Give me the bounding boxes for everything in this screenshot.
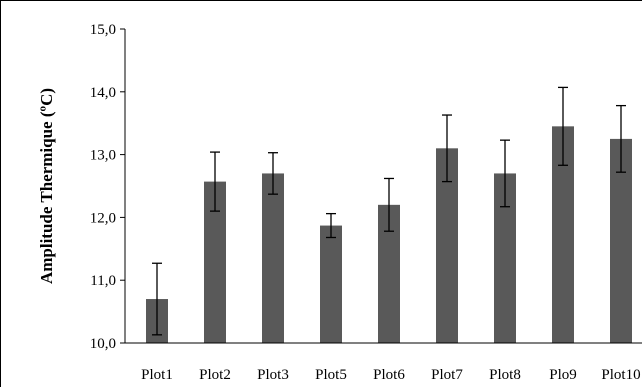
bar-plot10 [610,138,632,343]
bars-group [146,126,632,343]
x-tick-label: Plot1 [141,367,173,383]
x-tick-label: Plot2 [199,367,231,383]
x-tick-label: Plot7 [431,367,463,383]
x-tick-label: Plot3 [257,367,289,383]
y-tick-label: 10,0 [90,336,116,352]
x-tick-label: Plo9 [549,367,577,383]
bar-plot7 [436,148,458,343]
y-tick-group: 10,0 11,0 12,0 13,0 14,0 15,0 [90,22,125,352]
bar-plot3 [262,173,284,343]
bar-plot8 [494,173,516,343]
y-tick-label: 13,0 [90,148,116,164]
y-axis-title: Amplitude Thermique (ºC) [37,88,56,284]
y-tick-label: 15,0 [90,22,116,38]
bar-plot5 [320,225,342,343]
x-tick-group: Plot1 Plot2 Plot3 Plot5 Plot6 Plot7 Plot8 Plo9 P… [141,367,640,383]
y-tick-label: 14,0 [90,85,116,101]
y-tick-label: 12,0 [90,210,116,226]
error-bars-group [152,86,626,336]
x-tick-label: Plot8 [489,367,521,383]
axes-group [124,29,642,344]
y-axis-title-group: Amplitude Thermique (ºC) [37,88,56,284]
bar-plo9 [552,126,574,343]
x-tick-label: Plot5 [315,367,347,383]
bar-plot2 [204,181,226,343]
y-tick-label: 11,0 [90,273,116,289]
x-tick-label: Plot6 [373,367,405,383]
bar-plot6 [378,204,400,343]
x-tick-label: Plot10 [601,367,640,383]
